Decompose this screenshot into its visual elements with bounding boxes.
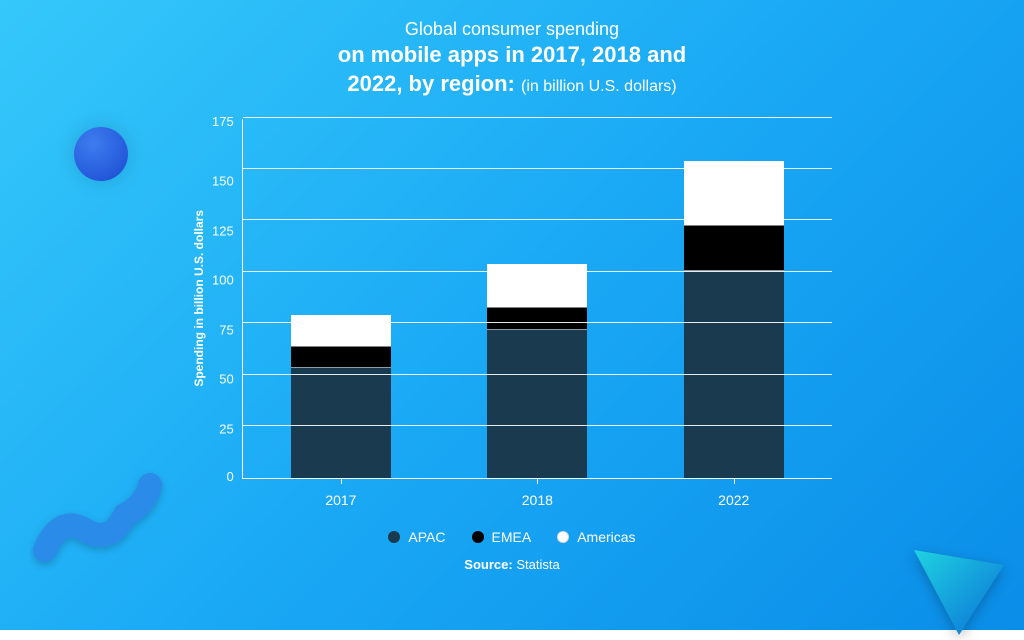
x-tick: 2017 — [291, 492, 391, 508]
y-tick: 0 — [226, 469, 233, 482]
bar-segment-americas — [291, 315, 391, 346]
gridline — [243, 322, 832, 323]
legend-label: APAC — [408, 529, 445, 545]
legend-swatch — [472, 531, 484, 543]
legend-item-americas: Americas — [557, 529, 635, 545]
bars-container — [243, 119, 832, 478]
bar-column — [684, 119, 784, 478]
bar-column — [291, 119, 391, 478]
source-label: Source: — [464, 557, 512, 572]
gridline — [243, 117, 832, 118]
title-line-2: on mobile apps in 2017, 2018 and — [338, 41, 686, 70]
y-tick: 175 — [212, 115, 234, 128]
y-tick: 125 — [212, 224, 234, 237]
content-container: Global consumer spending on mobile apps … — [0, 0, 1024, 630]
legend-swatch — [557, 531, 569, 543]
chart-title: Global consumer spending on mobile apps … — [338, 18, 686, 99]
x-tick: 2022 — [684, 492, 784, 508]
bar-segment-emea — [487, 307, 587, 330]
bar-segment-apac — [291, 367, 391, 478]
source-line: Source: Statista — [464, 557, 559, 572]
source-value: Statista — [516, 557, 559, 572]
legend-item-apac: APAC — [388, 529, 445, 545]
x-tick: 2018 — [487, 492, 587, 508]
legend-label: Americas — [577, 529, 635, 545]
y-tick: 50 — [219, 373, 233, 386]
bar-segment-emea — [684, 225, 784, 270]
legend-item-emea: EMEA — [472, 529, 532, 545]
bar-column — [487, 119, 587, 478]
y-tick: 25 — [219, 422, 233, 435]
y-axis-label: Spending in billion U.S. dollars — [192, 210, 206, 387]
x-tickmark — [734, 478, 735, 484]
y-tick: 100 — [212, 274, 234, 287]
plot-area: 201720182022 — [242, 119, 832, 479]
title-line-3-bold: 2022, by region: — [347, 71, 515, 96]
x-tickmark — [341, 478, 342, 484]
gridline — [243, 374, 832, 375]
chart-area: Spending in billion U.S. dollars 1751501… — [192, 119, 832, 479]
gridline — [243, 219, 832, 220]
x-tickmark — [537, 478, 538, 484]
bar-segment-americas — [684, 161, 784, 225]
bar-segment-apac — [487, 329, 587, 477]
bar-segment-emea — [291, 346, 391, 367]
x-axis-ticks: 2017 2018 2022 — [243, 492, 832, 508]
y-tick: 75 — [219, 323, 233, 336]
legend-swatch — [388, 531, 400, 543]
gridline — [243, 271, 832, 272]
y-axis-ticks: 1751501251007550250 — [212, 119, 242, 479]
gridline — [243, 425, 832, 426]
title-line-1: Global consumer spending — [338, 18, 686, 41]
legend: APAC EMEA Americas — [388, 529, 635, 545]
y-tick: 150 — [212, 175, 234, 188]
legend-label: EMEA — [492, 529, 532, 545]
title-line-3-sub: (in billion U.S. dollars) — [521, 78, 677, 95]
gridline — [243, 168, 832, 169]
title-line-3: 2022, by region: (in billion U.S. dollar… — [338, 70, 686, 99]
